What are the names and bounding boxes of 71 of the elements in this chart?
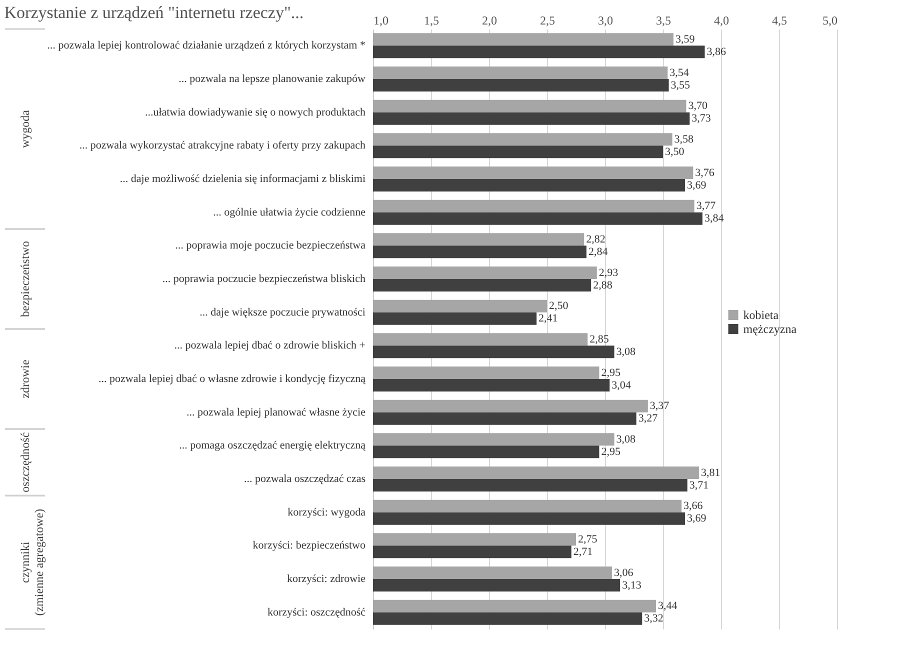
data-label: 3,69: [687, 512, 707, 525]
y-tick-label: ... daje większe poczucie prywatności: [200, 306, 366, 318]
y-tick-label: ... poprawia moje poczucie bezpieczeństwa: [175, 240, 366, 252]
data-label: 3,84: [704, 212, 724, 225]
x-tick-label: 5,0: [822, 14, 838, 28]
data-label: 3,54: [670, 66, 690, 79]
data-label: 3,69: [687, 179, 707, 192]
data-label: 2,82: [586, 233, 606, 246]
data-label: 3,70: [688, 100, 708, 112]
data-label: 3,32: [644, 612, 664, 625]
data-label: 3,44: [658, 600, 678, 612]
y-tick-label: ... pozwala lepiej dbać o własne zdrowie i kondycję fizyczną: [98, 373, 366, 385]
x-tick-label: 1,5: [424, 14, 439, 28]
y-tick-label: ... pozwala na lepsze planowanie zakupów: [178, 73, 366, 85]
data-label: 3,50: [665, 146, 685, 158]
x-tick-label: 3,5: [656, 14, 671, 28]
y-tick-label: korzyści: bezpieczeństwo: [252, 540, 366, 552]
data-label: 3,13: [622, 579, 642, 592]
data-label: 3,58: [674, 133, 694, 146]
y-tick-label: ... pozwala lepiej kontrolować działanie urządzeń z których korzystam *: [47, 40, 366, 52]
data-label: 2,84: [588, 246, 608, 258]
data-label: 3,66: [684, 500, 704, 512]
y-tick-label: ...ułatwia dowiadywanie się o nowych produktach: [144, 106, 366, 118]
y-tick-label: korzyści: wygoda: [288, 506, 366, 518]
text: wygoda: [18, 109, 32, 148]
y-tick-label: ... pozwala lepiej planować własne życie: [186, 406, 366, 418]
text: zdrowie: [18, 360, 32, 398]
text: oszczędność: [18, 432, 32, 492]
legend-label: mężczyzna: [743, 322, 798, 336]
y-tick-label: ... daje możliwość dzielenia się informacjami z bliskimi: [120, 173, 366, 185]
data-label: 2,95: [601, 446, 621, 458]
data-label: 3,81: [700, 466, 720, 479]
x-tick-label: 2,0: [482, 14, 497, 28]
y-tick-label: ... pozwala lepiej dbać o zdrowie bliskich +: [174, 340, 366, 352]
data-label: 3,06: [614, 566, 634, 579]
y-tick-label: ... pomaga oszczędzać energię elektryczną: [179, 440, 366, 452]
data-label: 3,59: [675, 33, 696, 46]
data-label: 3,27: [638, 412, 658, 425]
data-label: 2,95: [601, 366, 621, 379]
legend-label: kobieta: [743, 308, 780, 322]
data-label: 3,04: [612, 379, 632, 392]
x-tick-label: 4,0: [714, 14, 729, 28]
data-label: 3,73: [692, 112, 712, 125]
data-label: 2,88: [593, 279, 613, 292]
text: Korzystanie z urządzeń "internetu rzeczy"...: [4, 3, 304, 22]
text: czynniki (zmienne agregatowe): [18, 508, 46, 616]
y-tick-label: ... poprawia poczucie bezpieczeństwa bliskich: [162, 273, 366, 285]
data-label: 2,50: [549, 300, 569, 312]
y-tick-label: ... pozwala wykorzystać atrakcyjne rabaty i oferty przy zakupach: [79, 140, 366, 152]
x-tick-label: 3,0: [598, 14, 613, 28]
data-label: 3,08: [616, 346, 636, 358]
data-label: 2,93: [598, 266, 619, 279]
data-label: 3,08: [616, 433, 636, 446]
text: bezpieczeństwo: [18, 241, 32, 317]
data-label: 2,85: [590, 333, 610, 346]
y-tick-label: ... pozwala oszczędzać czas: [244, 473, 366, 485]
y-tick-label: ... ogólnie ułatwia życie codzienne: [213, 206, 366, 218]
data-label: 3,37: [650, 400, 670, 412]
x-tick-label: 4,5: [772, 14, 787, 28]
data-label: 3,77: [696, 200, 716, 212]
data-label: 2,75: [578, 533, 598, 546]
x-tick-label: 2,5: [540, 14, 555, 28]
x-tick-label: 1,0: [374, 14, 388, 28]
data-label: 3,86: [706, 46, 727, 58]
data-label: 3,55: [670, 79, 691, 92]
y-tick-label: korzyści: oszczędność: [267, 606, 366, 618]
data-label: 3,76: [695, 166, 715, 179]
data-label: 3,71: [689, 479, 709, 492]
y-tick-label: korzyści: zdrowie: [287, 573, 366, 585]
data-label: 2,41: [538, 312, 558, 325]
data-label: 2,71: [573, 546, 593, 558]
